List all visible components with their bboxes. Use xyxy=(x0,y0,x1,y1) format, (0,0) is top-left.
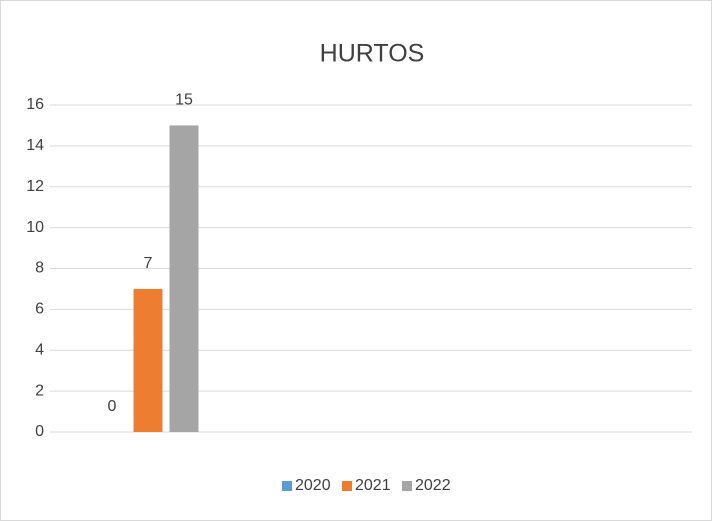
y-tick-label: 14 xyxy=(26,137,44,154)
y-tick-label: 4 xyxy=(35,341,44,358)
legend-label: 2022 xyxy=(415,477,451,494)
legend-swatch xyxy=(342,481,352,491)
legend-swatch xyxy=(402,481,412,491)
y-tick-label: 0 xyxy=(35,423,44,440)
data-label: 7 xyxy=(144,255,153,272)
y-tick-label: 8 xyxy=(35,260,44,277)
y-tick-label: 12 xyxy=(26,178,44,195)
bar xyxy=(169,125,199,432)
legend-label: 2021 xyxy=(355,477,391,494)
chart-title: HURTOS xyxy=(320,40,425,68)
legend-label: 2020 xyxy=(295,477,331,494)
y-tick-label: 2 xyxy=(35,382,44,399)
y-tick-label: 10 xyxy=(26,219,44,236)
data-label: 15 xyxy=(175,92,193,109)
y-tick-label: 6 xyxy=(35,301,44,318)
bar xyxy=(133,288,163,432)
data-label: 0 xyxy=(108,398,117,415)
legend-swatch xyxy=(282,481,292,491)
y-tick-label: 16 xyxy=(26,96,44,113)
